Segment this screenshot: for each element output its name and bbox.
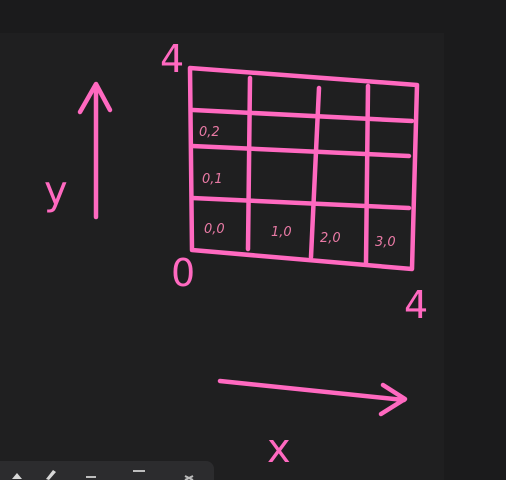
- list-icon[interactable]: [84, 467, 98, 480]
- top-strip: [0, 0, 506, 33]
- corner-label-origin: 0: [171, 251, 195, 295]
- menu-icon[interactable]: [132, 467, 146, 480]
- grid-line-h3: [189, 195, 412, 211]
- grid-line-v2: [308, 85, 322, 260]
- y-axis-label: y: [44, 168, 68, 214]
- grid-line-h2: [189, 143, 412, 159]
- grid-line-v1: [245, 75, 253, 252]
- cell-label-0-2: 0,2: [199, 125, 220, 140]
- right-strip: [444, 33, 506, 480]
- cell-label-3-0: 3,0: [375, 235, 396, 250]
- grid-border: [187, 65, 420, 272]
- x-axis-arrow: [217, 378, 407, 403]
- close-icon[interactable]: [182, 467, 196, 480]
- cell-label-0-1: 0,1: [202, 172, 223, 187]
- cell-label-1-0: 1,0: [271, 225, 292, 240]
- select-tool-icon[interactable]: [10, 467, 24, 480]
- x-axis-label: x: [267, 426, 291, 472]
- corner-label-right: 4: [404, 283, 428, 327]
- cell-label-2-0: 2,0: [320, 231, 341, 246]
- x-axis-arrowhead: [378, 382, 408, 417]
- cell-label-0-0: 0,0: [204, 222, 225, 237]
- grid-line-v3: [363, 83, 371, 266]
- bottom-toolbar: [0, 461, 214, 480]
- grid-line-h1: [190, 107, 415, 124]
- corner-label-top: 4: [160, 37, 184, 81]
- y-axis-arrowhead: [77, 81, 113, 115]
- pen-tool-icon[interactable]: [44, 467, 58, 480]
